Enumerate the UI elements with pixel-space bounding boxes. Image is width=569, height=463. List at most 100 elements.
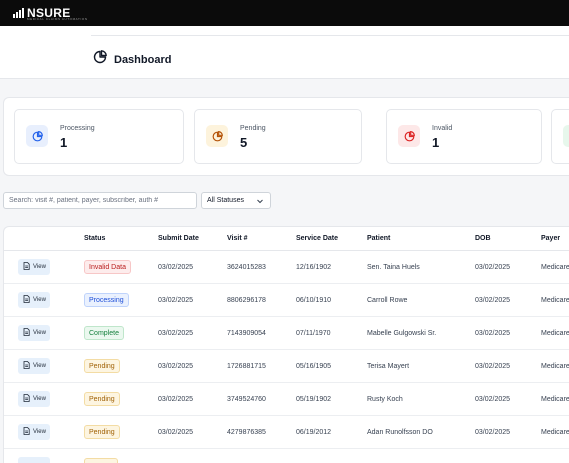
table-row[interactable]: View Complete 03/02/2025 7143909054 07/11/19… (4, 317, 569, 350)
status-badge (84, 458, 118, 463)
bars-icon (13, 8, 24, 18)
visit-number-cell: 3749524760 (227, 396, 266, 403)
status-badge: Pending (84, 359, 120, 373)
pie-chart-icon (398, 125, 420, 147)
divider (91, 35, 569, 36)
patient-cell: Adan Runolfsson DO (367, 429, 433, 436)
stat-value: 5 (240, 135, 248, 150)
chevron-down-icon (256, 197, 264, 207)
column-header-visit[interactable]: Visit # (227, 235, 248, 242)
patient-cell: Rusty Koch (367, 396, 403, 403)
service-date-cell: 05/16/1905 (296, 363, 332, 370)
submit-date-cell: 03/02/2025 (158, 264, 194, 271)
view-button[interactable] (18, 457, 50, 463)
view-button[interactable]: View (18, 358, 50, 374)
document-icon (23, 262, 30, 272)
status-badge: Processing (84, 293, 129, 307)
payer-cell: Medicare (541, 330, 569, 337)
dob-cell: 03/02/2025 (475, 363, 511, 370)
payer-cell: Medicare (541, 297, 569, 304)
column-header-submit-date[interactable]: Submit Date (158, 235, 199, 242)
brand-tagline: MEDICAL CLAIMS AUTOMATION (27, 17, 88, 21)
table-row[interactable]: View Pending 03/02/2025 3749524760 05/19/190… (4, 383, 569, 416)
view-button[interactable]: View (18, 424, 50, 440)
document-icon (23, 361, 30, 371)
service-date-cell: 05/19/1902 (296, 396, 332, 403)
payer-cell: Medicare (541, 396, 569, 403)
dob-cell: 03/02/2025 (475, 297, 511, 304)
view-label: View (33, 297, 46, 303)
pie-chart-icon (206, 125, 228, 147)
table-row[interactable]: View Processing 03/02/2025 8806296178 06/10/… (4, 284, 569, 317)
page-header: Dashboard (0, 26, 569, 79)
view-label: View (33, 330, 46, 336)
service-date-cell: 06/10/1910 (296, 297, 332, 304)
dob-cell: 03/02/2025 (475, 264, 511, 271)
top-bar: NSURE MEDICAL CLAIMS AUTOMATION (0, 0, 569, 26)
status-badge: Invalid Data (84, 260, 131, 274)
stat-card-pending[interactable]: Pending 5 (194, 109, 362, 164)
view-label: View (33, 396, 46, 402)
patient-cell: Sen. Taina Huels (367, 264, 420, 271)
submit-date-cell: 03/02/2025 (158, 363, 194, 370)
patient-cell: Carroll Rowe (367, 297, 408, 304)
document-icon (23, 328, 30, 338)
service-date-cell: 12/16/1902 (296, 264, 332, 271)
page-title-group: Dashboard (93, 50, 171, 69)
pie-chart-icon (93, 50, 107, 69)
payer-cell: Medicare (541, 429, 569, 436)
status-badge: Pending (84, 392, 120, 406)
patient-cell: Mabelle Gulgowski Sr. (367, 330, 437, 337)
document-icon (23, 394, 30, 404)
view-button[interactable]: View (18, 259, 50, 275)
status-filter-value: All Statuses (207, 197, 244, 204)
page-title: Dashboard (114, 53, 172, 66)
visit-number-cell: 4279876385 (227, 429, 266, 436)
column-header-dob[interactable]: DOB (475, 235, 491, 242)
view-button[interactable]: View (18, 292, 50, 308)
stat-label: Pending (240, 125, 266, 132)
brand-logo[interactable]: NSURE (13, 7, 71, 19)
table-row[interactable]: View Invalid Data 03/02/2025 3624015283 12/1… (4, 251, 569, 284)
visit-number-cell: 7143909054 (227, 330, 266, 337)
column-header-service-date[interactable]: Service Date (296, 235, 339, 242)
stat-card-partial[interactable] (551, 109, 569, 164)
service-date-cell: 06/19/2012 (296, 429, 332, 436)
table-row[interactable]: View Pending 03/02/2025 4279876385 06/19/201… (4, 416, 569, 449)
stat-card-invalid[interactable]: Invalid 1 (386, 109, 542, 164)
payer-cell: Medicare (541, 264, 569, 271)
submit-date-cell: 03/02/2025 (158, 297, 194, 304)
search-input[interactable] (3, 192, 197, 209)
payer-cell: Medicare (541, 363, 569, 370)
patient-cell: Terisa Mayert (367, 363, 410, 370)
pie-chart-icon (26, 125, 48, 147)
table-row[interactable]: View Pending 03/02/2025 1726881715 05/16/190… (4, 350, 569, 383)
pie-chart-icon (563, 125, 569, 147)
visit-number-cell: 3624015283 (227, 264, 266, 271)
stat-label: Invalid (432, 125, 453, 132)
status-badge: Complete (84, 326, 124, 340)
brand-name: NSURE (27, 6, 71, 20)
column-header-status[interactable]: Status (84, 235, 106, 242)
dob-cell: 03/02/2025 (475, 330, 511, 337)
submit-date-cell: 03/02/2025 (158, 396, 194, 403)
column-header-patient[interactable]: Patient (367, 235, 391, 242)
visit-number-cell: 8806296178 (227, 297, 266, 304)
view-button[interactable]: View (18, 391, 50, 407)
stat-card-processing[interactable]: Processing 1 (14, 109, 184, 164)
stats-panel: Processing 1 Pending 5 Invalid 1 (3, 97, 569, 176)
status-badge: Pending (84, 425, 120, 439)
service-date-cell: 07/11/1970 (296, 330, 331, 337)
stat-label: Processing (60, 125, 95, 132)
view-label: View (33, 363, 46, 369)
dob-cell: 03/02/2025 (475, 429, 511, 436)
submit-date-cell: 03/02/2025 (158, 330, 194, 337)
view-label: View (33, 264, 46, 270)
claims-table: Status Submit Date Visit # Service Date … (3, 226, 569, 463)
view-button[interactable]: View (18, 325, 50, 341)
column-header-payer[interactable]: Payer (541, 235, 561, 242)
table-header: Status Submit Date Visit # Service Date … (4, 227, 569, 251)
document-icon (23, 295, 30, 305)
status-filter-select[interactable]: All Statuses (201, 192, 271, 209)
table-row[interactable] (4, 449, 569, 463)
